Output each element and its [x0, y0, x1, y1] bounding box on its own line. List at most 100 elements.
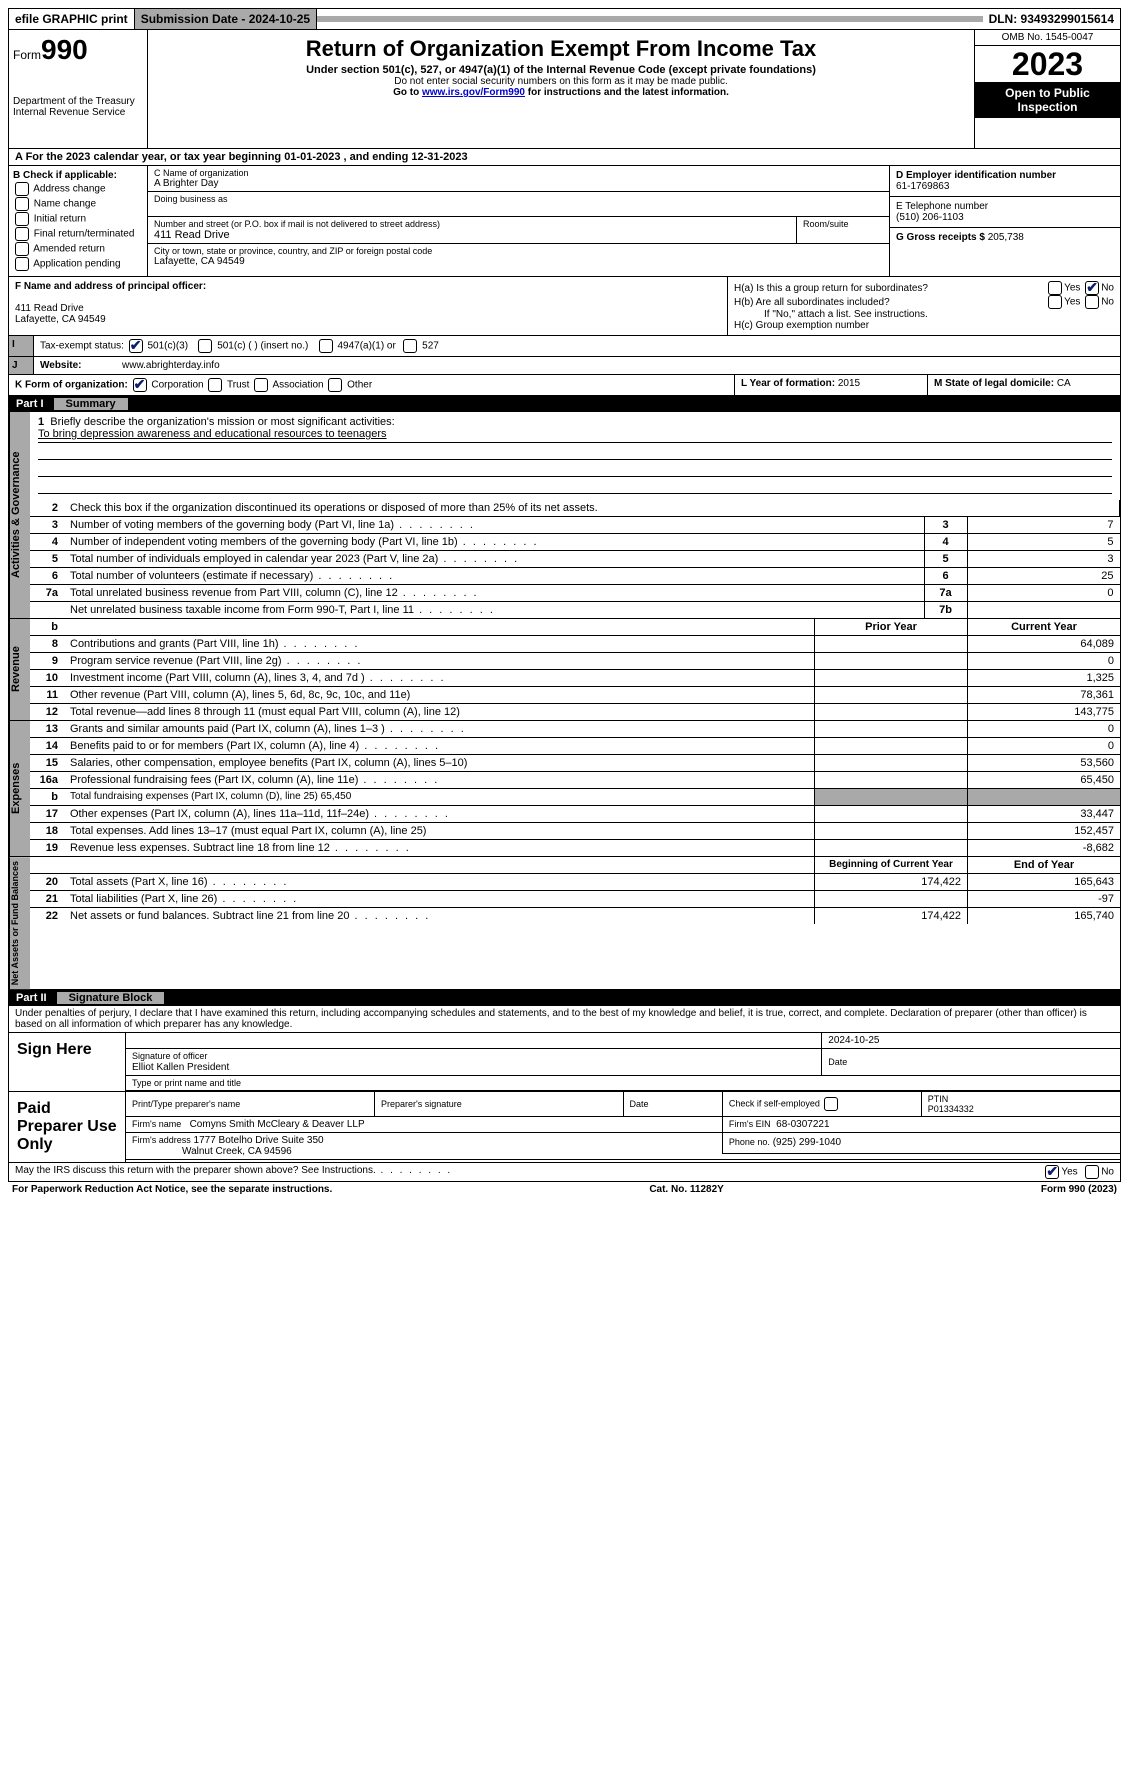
form-subtitle: Under section 501(c), 527, or 4947(a)(1)…: [152, 64, 970, 76]
org-name: A Brighter Day: [154, 178, 883, 189]
line-6-desc: Total number of volunteers (estimate if …: [64, 568, 924, 585]
firm-phone: (925) 299-1040: [773, 1137, 841, 1148]
chk-amended[interactable]: Amended return: [13, 242, 143, 256]
rev-hdr-cy: Current Year: [968, 619, 1121, 636]
tel-cell: E Telephone number (510) 206-1103: [890, 197, 1120, 228]
line-15-cy: 53,560: [968, 755, 1121, 772]
firm-addr-cell: Firm's address 1777 Botelho Drive Suite …: [126, 1133, 722, 1160]
line-10-cy: 1,325: [968, 670, 1121, 687]
mission-label: Briefly describe the organization's miss…: [50, 416, 394, 428]
chk-501c[interactable]: [198, 339, 212, 353]
col-d: D Employer identification number 61-1769…: [889, 166, 1120, 276]
revenue-section: Revenue bPrior YearCurrent Year 8Contrib…: [8, 619, 1121, 721]
year-formation: 2015: [838, 378, 860, 389]
line-8: Contributions and grants (Part VIII, lin…: [64, 636, 815, 653]
line-20-b: 174,422: [815, 874, 968, 891]
chk-address-change[interactable]: Address change: [13, 182, 143, 196]
na-hdr-e: End of Year: [968, 857, 1121, 874]
na-table: Beginning of Current YearEnd of Year 20T…: [30, 857, 1120, 924]
sign-date: 2024-10-25: [822, 1033, 1120, 1049]
hb-yes[interactable]: [1048, 295, 1062, 309]
ptin-label: PTIN: [928, 1094, 949, 1104]
addr-row: Number and street (or P.O. box if mail i…: [148, 217, 889, 244]
chk-final-return[interactable]: Final return/terminated: [13, 227, 143, 241]
line-20: Total assets (Part X, line 16): [64, 874, 815, 891]
header-mid: Return of Organization Exempt From Incom…: [148, 30, 974, 148]
header-left: Form990 Department of the Treasury Inter…: [9, 30, 148, 148]
goto-post: for instructions and the latest informat…: [525, 87, 729, 98]
chk-527[interactable]: [403, 339, 417, 353]
room-label: Room/suite: [803, 219, 883, 229]
discuss-no[interactable]: [1085, 1165, 1099, 1179]
line-7b-box: 7b: [924, 602, 967, 619]
tax-exempt-status: Tax-exempt status: 501(c)(3) 501(c) ( ) …: [34, 336, 1120, 356]
h-b: H(b) Are all subordinates included? Yes …: [734, 295, 1114, 309]
omb-number: OMB No. 1545-0047: [975, 30, 1120, 46]
mission-text: To bring depression awareness and educat…: [38, 428, 387, 440]
chk-name-change[interactable]: Name change: [13, 197, 143, 211]
website: www.abrighterday.info: [116, 357, 226, 374]
ha-yes[interactable]: [1048, 281, 1062, 295]
firm-addr2: Walnut Creek, CA 94596: [182, 1146, 292, 1157]
discuss-label: May the IRS discuss this return with the…: [15, 1165, 452, 1179]
k-section: K Form of organization: Corporation Trus…: [9, 375, 734, 395]
form-header: Form990 Department of the Treasury Inter…: [8, 30, 1121, 149]
l-section: L Year of formation: 2015: [734, 375, 927, 395]
gross-receipts: 205,738: [988, 232, 1024, 243]
line-21-b: [815, 891, 968, 908]
chk-initial-return[interactable]: Initial return: [13, 212, 143, 226]
officer-addr2: Lafayette, CA 94549: [15, 314, 106, 325]
line-7b-desc: Net unrelated business taxable income fr…: [64, 602, 924, 619]
na-hdr-b: Beginning of Current Year: [815, 857, 968, 874]
city-label: City or town, state or province, country…: [154, 246, 883, 256]
line-7a-desc: Total unrelated business revenue from Pa…: [64, 585, 924, 602]
prep-name-hdr: Print/Type preparer's name: [126, 1092, 375, 1117]
bcd-grid: B Check if applicable: Address change Na…: [8, 166, 1121, 277]
m-section: M State of legal domicile: CA: [927, 375, 1120, 395]
rev-table: bPrior YearCurrent Year 8Contributions a…: [30, 619, 1120, 720]
part2-num: Part II: [16, 992, 57, 1004]
prep-self-hdr: Check if self-employed: [722, 1092, 921, 1117]
prep-sig-hdr: Preparer's signature: [375, 1092, 624, 1117]
ein: 61-1769863: [896, 181, 949, 192]
irs-link[interactable]: www.irs.gov/Form990: [422, 87, 525, 98]
sign-here-label: Sign Here: [9, 1033, 126, 1091]
m-label: M State of legal domicile:: [934, 378, 1054, 389]
dept-label: Department of the Treasury Internal Reve…: [13, 96, 143, 118]
hb-no[interactable]: [1085, 295, 1099, 309]
chk-4947[interactable]: [319, 339, 333, 353]
line-5-val: 3: [967, 551, 1120, 568]
gross-cell: G Gross receipts $ 205,738: [890, 228, 1120, 247]
f-label: F Name and address of principal officer:: [15, 281, 206, 292]
line-6-box: 6: [924, 568, 967, 585]
chk-other[interactable]: [328, 378, 342, 392]
discuss-yes[interactable]: [1045, 1165, 1059, 1179]
line-2: Check this box if the organization disco…: [64, 500, 1120, 517]
line-6-val: 25: [967, 568, 1120, 585]
chk-assoc[interactable]: [254, 378, 268, 392]
chk-trust[interactable]: [208, 378, 222, 392]
chk-self-employed[interactable]: [824, 1097, 838, 1111]
line-18-cy: 152,457: [968, 823, 1121, 840]
footer: For Paperwork Reduction Act Notice, see …: [8, 1182, 1121, 1197]
footer-mid: Cat. No. 11282Y: [649, 1184, 723, 1195]
topbar-spacer: [317, 16, 982, 22]
org-name-cell: C Name of organization A Brighter Day: [148, 166, 889, 192]
tel-label: E Telephone number: [896, 201, 1114, 212]
perjury-statement: Under penalties of perjury, I declare th…: [8, 1006, 1121, 1033]
chk-501c3[interactable]: [129, 339, 143, 353]
ha-no[interactable]: [1085, 281, 1099, 295]
line-4-desc: Number of independent voting members of …: [64, 534, 924, 551]
chk-app-pending[interactable]: Application pending: [13, 257, 143, 271]
chk-corp[interactable]: [133, 378, 147, 392]
tax-year-range: A For the 2023 calendar year, or tax yea…: [15, 151, 468, 163]
rev-hdr-py: Prior Year: [815, 619, 968, 636]
line-17: Other expenses (Part IX, column (A), lin…: [64, 806, 815, 823]
vtab-revenue: Revenue: [9, 619, 30, 720]
line-13-cy: 0: [968, 721, 1121, 738]
col-b: B Check if applicable: Address change Na…: [9, 166, 148, 276]
line-22: Net assets or fund balances. Subtract li…: [64, 908, 815, 925]
firm-name-cell: Firm's name Comyns Smith McCleary & Deav…: [126, 1117, 722, 1133]
hc-label: H(c) Group exemption number: [734, 320, 1114, 331]
h-section: H(a) Is this a group return for subordin…: [727, 277, 1120, 335]
